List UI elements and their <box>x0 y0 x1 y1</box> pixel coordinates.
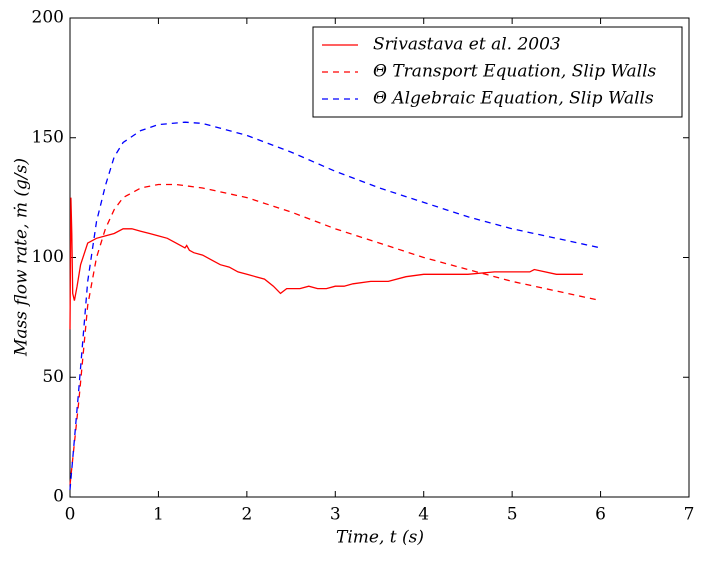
x-tick-label: 4 <box>418 505 429 525</box>
y-tick-label: 200 <box>32 8 64 28</box>
series-line <box>69 121 601 490</box>
y-tick-label: 0 <box>53 487 64 507</box>
x-tick-label: 6 <box>595 505 606 525</box>
y-tick-label: 100 <box>32 247 64 267</box>
x-axis-label: Time, t (s) <box>336 528 424 548</box>
x-tick-label: 7 <box>684 505 695 525</box>
legend-label: Θ Transport Equation, Slip Walls <box>373 62 657 82</box>
x-tick-label: 5 <box>507 505 518 525</box>
x-tick-label: 1 <box>153 505 164 525</box>
y-axis-label: Mass flow rate, ṁ (g/s) <box>12 158 32 357</box>
series-line <box>69 183 601 486</box>
y-tick-label: 150 <box>32 127 64 147</box>
legend-box <box>312 26 683 118</box>
x-tick-label: 2 <box>241 505 252 525</box>
x-tick-label: 0 <box>65 505 76 525</box>
legend-label: Srivastava et al. 2003 <box>373 35 561 55</box>
series-line <box>69 197 583 330</box>
y-tick-label: 50 <box>42 367 64 387</box>
legend-label: Θ Algebraic Equation, Slip Walls <box>373 89 654 109</box>
x-tick-label: 3 <box>330 505 341 525</box>
